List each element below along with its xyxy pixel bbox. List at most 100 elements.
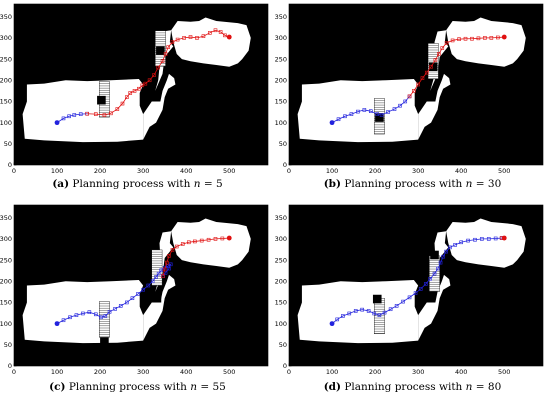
red-path-point bbox=[147, 78, 152, 83]
x-tick-label: 100 bbox=[51, 368, 63, 376]
red-path-point bbox=[450, 38, 455, 43]
red-path-point bbox=[437, 52, 441, 56]
red-path-point bbox=[188, 35, 193, 39]
y-tick-label: 200 bbox=[0, 76, 12, 84]
map-plot-a: 0 100 200 300 400 500 0 50 100 150 200 250 300 350 bbox=[0, 3, 269, 175]
free-space-corridor bbox=[143, 274, 176, 341]
y-tick-label: 100 bbox=[275, 119, 287, 127]
x-tick-label: 100 bbox=[326, 368, 338, 376]
y-tick-label: 200 bbox=[275, 76, 287, 84]
x-tick-label: 100 bbox=[326, 167, 338, 175]
blue-path-point bbox=[392, 107, 397, 111]
caption-d: (d) Planning process with n = 80 bbox=[323, 381, 502, 393]
goal-marker bbox=[501, 34, 507, 40]
obstacle-block bbox=[430, 250, 439, 260]
free-space-corridor bbox=[418, 274, 451, 341]
x-tick-label: 200 bbox=[369, 167, 381, 175]
blue-path-point bbox=[362, 108, 367, 112]
blue-path-point bbox=[424, 282, 428, 286]
blue-path-point bbox=[93, 312, 98, 317]
red-path-point bbox=[143, 81, 148, 86]
blue-path-point bbox=[366, 309, 371, 313]
red-path-point bbox=[102, 113, 107, 117]
y-tick-label: 350 bbox=[0, 13, 12, 21]
blue-path-point bbox=[124, 300, 129, 305]
x-tick-label: 200 bbox=[369, 368, 381, 376]
blue-path-point bbox=[356, 109, 360, 114]
axes-box bbox=[288, 204, 544, 367]
blue-path-point bbox=[154, 275, 158, 279]
x-tick-label: 0 bbox=[287, 368, 291, 376]
red-path-point bbox=[175, 37, 180, 42]
caption-c: (c) Planning process with n = 55 bbox=[49, 381, 226, 393]
blue-path-line bbox=[331, 237, 505, 324]
blue-path-point bbox=[448, 245, 452, 250]
blue-path-point bbox=[453, 243, 457, 247]
y-tick-label: 250 bbox=[0, 256, 12, 264]
red-path-point bbox=[440, 46, 445, 50]
blue-path-point bbox=[113, 307, 117, 311]
x-tick-label: 200 bbox=[94, 167, 106, 175]
axes-box bbox=[13, 3, 269, 166]
free-space-right-room bbox=[446, 218, 526, 268]
red-path-line bbox=[87, 29, 230, 116]
red-path-point bbox=[128, 91, 133, 95]
x-tick-label: 300 bbox=[137, 368, 149, 376]
red-path-point bbox=[213, 237, 218, 241]
x-tick-label: 400 bbox=[455, 167, 467, 175]
obstacle-block bbox=[100, 337, 109, 347]
x-tick-label: 500 bbox=[498, 368, 510, 376]
y-tick-label: 300 bbox=[0, 34, 12, 42]
free-space-corridor bbox=[143, 73, 176, 140]
blue-path-point bbox=[72, 113, 77, 117]
red-path-point bbox=[195, 36, 199, 40]
map-plot-b: 0 100 200 300 400 500 0 50 100 150 200 250 300 350 bbox=[275, 3, 544, 175]
blue-path-point bbox=[159, 268, 164, 273]
y-tick-label: 150 bbox=[0, 299, 12, 307]
red-path-point bbox=[429, 64, 433, 69]
blue-path-line bbox=[331, 96, 410, 123]
x-tick-label: 400 bbox=[180, 167, 192, 175]
y-tick-label: 50 bbox=[279, 140, 287, 148]
red-path-point bbox=[165, 260, 169, 265]
x-tick-label: 400 bbox=[455, 368, 467, 376]
y-tick-label: 250 bbox=[0, 55, 12, 63]
ladder-block bbox=[99, 301, 110, 338]
y-tick-label: 150 bbox=[275, 299, 287, 307]
red-path-point bbox=[115, 107, 120, 111]
blue-path-point bbox=[401, 299, 405, 304]
y-tick-label: 200 bbox=[275, 277, 287, 285]
blue-path-point bbox=[480, 237, 484, 241]
red-path-point bbox=[152, 73, 156, 77]
free-space-right-room bbox=[171, 218, 251, 268]
obstacle-block bbox=[428, 62, 438, 72]
red-path-point bbox=[444, 41, 449, 45]
blue-path-point bbox=[141, 287, 145, 292]
red-path-point bbox=[162, 267, 167, 272]
x-tick-label: 0 bbox=[12, 368, 16, 376]
blue-path-point bbox=[379, 113, 384, 117]
red-path-point bbox=[160, 59, 165, 63]
x-tick-label: 0 bbox=[287, 167, 291, 175]
blue-path-point bbox=[486, 237, 491, 241]
y-tick-label: 300 bbox=[0, 235, 12, 243]
free-space-right-room bbox=[446, 17, 526, 67]
blue-path-point bbox=[407, 295, 412, 300]
red-path-point bbox=[167, 254, 171, 258]
free-space-left-room bbox=[297, 78, 419, 143]
blue-path-point bbox=[403, 99, 408, 104]
red-path-point bbox=[223, 33, 227, 38]
blue-path-point bbox=[81, 311, 85, 316]
obstacle-block bbox=[372, 294, 382, 304]
free-space-corridor bbox=[418, 73, 451, 140]
red-path-point bbox=[137, 86, 141, 91]
red-path-point bbox=[420, 76, 425, 80]
red-path-point bbox=[166, 45, 170, 50]
red-path-point bbox=[182, 36, 186, 40]
y-tick-label: 100 bbox=[0, 119, 12, 127]
x-tick-label: 0 bbox=[12, 167, 16, 175]
blue-path-point bbox=[61, 116, 66, 121]
blue-path-point bbox=[336, 117, 341, 122]
blue-path-point bbox=[436, 266, 440, 271]
x-tick-label: 300 bbox=[137, 167, 149, 175]
